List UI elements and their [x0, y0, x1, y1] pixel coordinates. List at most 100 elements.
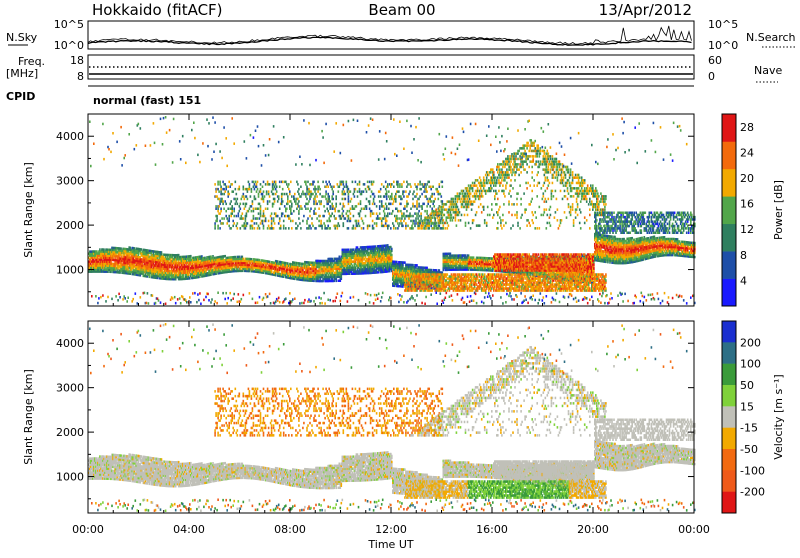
power-cell — [401, 217, 403, 220]
nsky-label: N.Sky — [6, 31, 38, 44]
power-cell — [329, 183, 331, 186]
power-cell — [256, 190, 258, 193]
power-cell — [418, 225, 420, 228]
power-cell — [301, 193, 303, 196]
power-cell — [326, 220, 328, 223]
power-cell — [246, 212, 248, 215]
power-cell — [207, 145, 209, 148]
power-cell — [384, 215, 386, 218]
power-cell — [250, 134, 252, 137]
power-cell — [222, 200, 224, 203]
power-cell — [285, 181, 287, 184]
power-cell — [379, 205, 381, 208]
power-cell — [265, 208, 267, 211]
power-cell — [418, 205, 420, 208]
power-cell — [126, 300, 128, 303]
power-cell — [231, 117, 233, 120]
power-cell — [237, 227, 239, 230]
power-cell — [231, 205, 233, 208]
power-cell — [194, 292, 196, 295]
power-cell — [333, 150, 335, 153]
power-cell — [393, 118, 395, 121]
power-cell — [278, 297, 280, 300]
power-cell — [350, 296, 352, 299]
power-cell — [232, 297, 234, 300]
power-cell — [294, 193, 296, 196]
power-cell — [219, 183, 221, 186]
power-cell — [341, 183, 343, 186]
power-cell — [326, 227, 328, 230]
power-cell — [263, 144, 265, 147]
power-cell — [199, 161, 201, 164]
power-cell — [332, 300, 334, 303]
power-cell — [404, 205, 406, 208]
power-cell — [264, 195, 266, 198]
power-cell — [242, 212, 244, 215]
power-cell — [299, 208, 301, 211]
power-cell — [222, 292, 224, 295]
power-cell — [244, 222, 246, 225]
power-cell — [417, 217, 419, 220]
power-cell — [223, 208, 225, 211]
power-cell — [397, 181, 399, 184]
power-cell — [325, 198, 327, 201]
power-cell — [246, 225, 248, 228]
power-cell — [330, 215, 332, 218]
power-cell — [291, 227, 293, 230]
power-cell — [332, 205, 334, 208]
power-cell — [254, 227, 256, 230]
power-cell — [331, 188, 333, 191]
power-cell — [376, 205, 378, 208]
power-cell — [229, 203, 231, 206]
power-cell — [331, 203, 333, 206]
power-cell — [115, 295, 117, 298]
power-cell — [347, 300, 349, 303]
power-cell — [397, 186, 399, 189]
power-cell — [393, 186, 395, 189]
power-cell — [376, 225, 378, 228]
power-cell — [328, 195, 330, 198]
power-cell — [323, 222, 325, 225]
nsearch-label: N.Search — [746, 31, 796, 44]
power-cell — [347, 220, 349, 223]
power-cell — [416, 186, 418, 189]
power-cell — [262, 193, 264, 196]
power-cell — [340, 215, 342, 218]
power-cell — [312, 193, 314, 196]
date-label: 13/Apr/2012 — [599, 1, 692, 19]
power-cell — [366, 131, 368, 134]
power-cell — [365, 215, 367, 218]
power-cell — [350, 220, 352, 223]
power-cell — [307, 181, 309, 184]
power-cell — [407, 195, 409, 198]
power-cell — [391, 183, 393, 186]
power-cell — [238, 212, 240, 215]
power-cell — [237, 222, 239, 225]
power-cell — [323, 215, 325, 218]
power-cell — [272, 186, 274, 189]
power-cell — [221, 157, 223, 160]
power-cell — [372, 225, 374, 228]
power-cell — [112, 132, 114, 135]
power-cell — [267, 200, 269, 203]
power-cell — [355, 227, 357, 230]
power-cell — [409, 212, 411, 215]
power-cell — [290, 200, 292, 203]
power-cell — [273, 125, 275, 128]
power-cell — [123, 157, 125, 160]
power-cell — [332, 190, 334, 193]
power-cell — [214, 225, 216, 228]
power-cell — [385, 222, 387, 225]
power-cell — [381, 203, 383, 206]
power-cell — [303, 119, 305, 122]
power-cell — [243, 188, 245, 191]
power-cell — [397, 227, 399, 230]
power-cell — [337, 293, 339, 296]
power-cell — [222, 203, 224, 206]
power-cell — [305, 183, 307, 186]
power-cell — [391, 195, 393, 198]
power-cell — [251, 190, 253, 193]
station-title: Hokkaido (fitACF) — [92, 1, 223, 19]
power-cell — [371, 181, 373, 184]
power-cell — [224, 200, 226, 203]
